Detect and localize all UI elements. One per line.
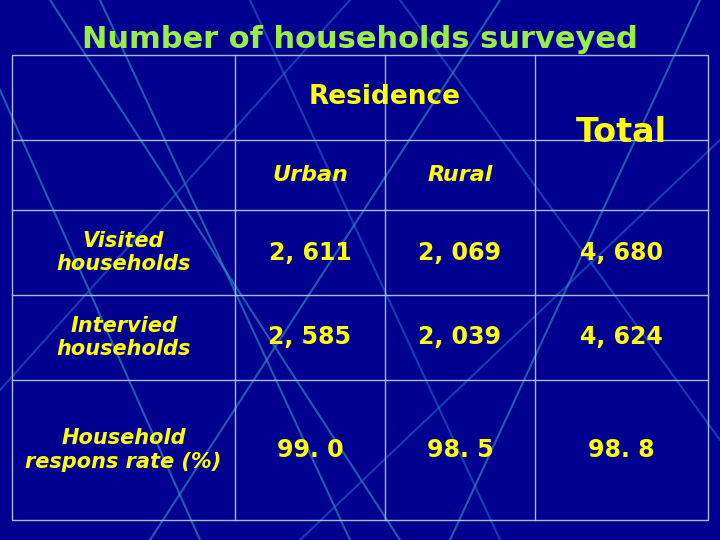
Text: Household
respons rate (%): Household respons rate (%) (25, 428, 222, 471)
Text: 4, 680: 4, 680 (580, 240, 663, 265)
Text: 2, 585: 2, 585 (269, 326, 351, 349)
Text: 98. 5: 98. 5 (427, 438, 493, 462)
Text: Rural: Rural (427, 165, 492, 185)
Text: Visited
households: Visited households (56, 231, 191, 274)
Text: 4, 624: 4, 624 (580, 326, 663, 349)
Text: Urban: Urban (272, 165, 348, 185)
Bar (12, 55, 708, 520)
Text: Residence: Residence (309, 84, 461, 111)
Text: 99. 0: 99. 0 (276, 438, 343, 462)
Text: 2, 069: 2, 069 (418, 240, 502, 265)
Text: 98. 8: 98. 8 (588, 438, 654, 462)
Text: Total: Total (576, 116, 667, 149)
Text: Intervied
households: Intervied households (56, 316, 191, 359)
Text: 2, 039: 2, 039 (418, 326, 502, 349)
Text: Number of households surveyed: Number of households surveyed (82, 25, 638, 54)
Text: 2, 611: 2, 611 (269, 240, 351, 265)
